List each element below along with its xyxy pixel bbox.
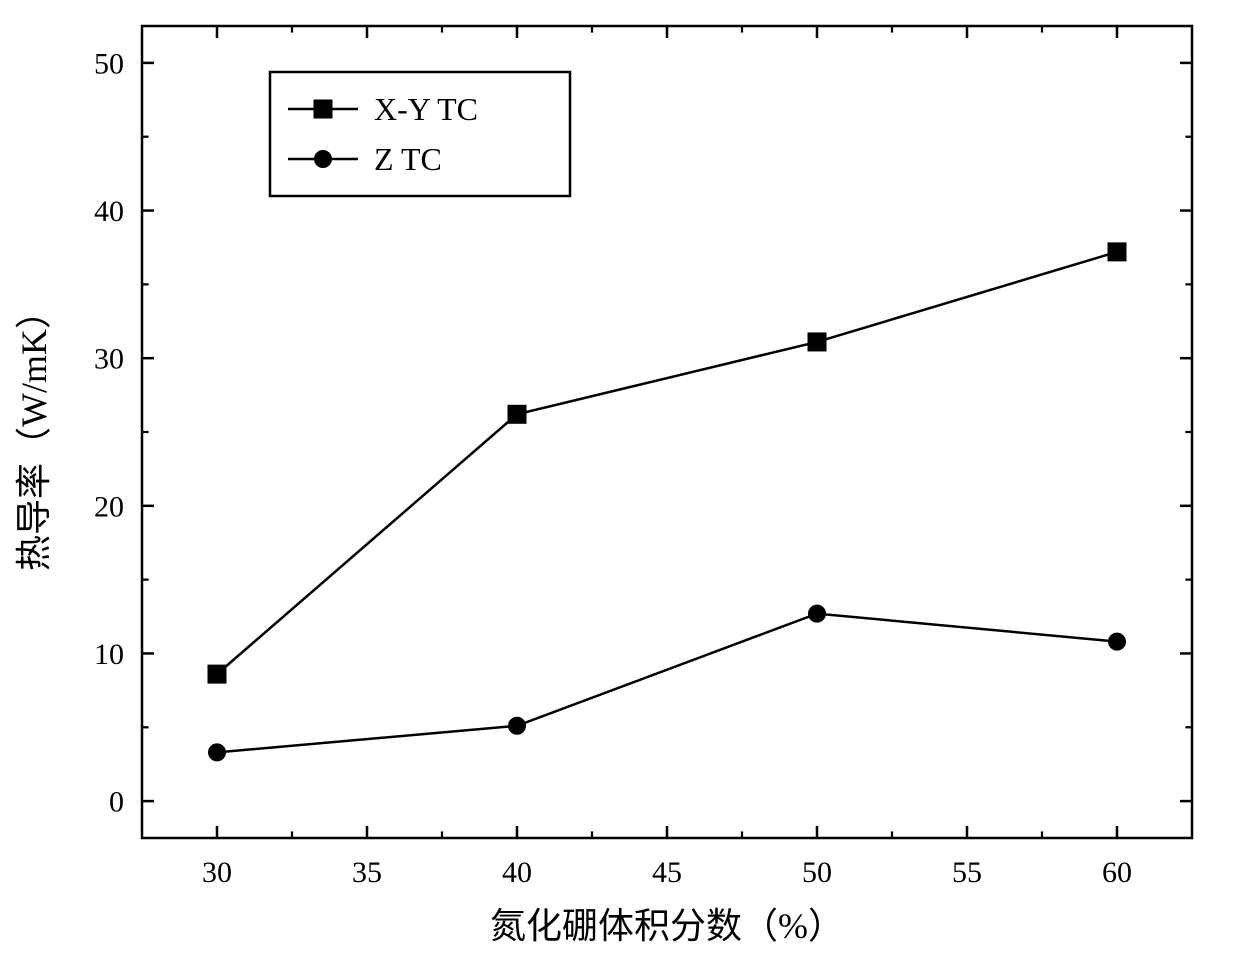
square-marker-icon bbox=[508, 405, 526, 423]
square-marker-icon bbox=[314, 100, 332, 118]
x-tick-label: 40 bbox=[502, 856, 532, 889]
x-axis-title: 氮化硼体积分数（%） bbox=[490, 906, 844, 946]
chart-container: 30 35 40 45 50 55 60 0 10 20 30 40 50 氮化硼体积分数（%） 热导率（W… bbox=[0, 0, 1240, 962]
square-marker-icon bbox=[1108, 243, 1126, 261]
y-axis-title: 热导率（W/mK） bbox=[14, 293, 54, 571]
circle-marker-icon bbox=[1109, 633, 1126, 650]
y-tick-label: 10 bbox=[94, 638, 124, 671]
circle-marker-icon bbox=[809, 605, 826, 622]
circle-marker-icon bbox=[209, 744, 226, 761]
y-tick-label: 0 bbox=[109, 786, 124, 819]
thermal-conductivity-chart: 30 35 40 45 50 55 60 0 10 20 30 40 50 氮化硼体积分数（%） 热导率（W… bbox=[0, 0, 1240, 962]
chart-background bbox=[0, 0, 1240, 962]
x-tick-label: 50 bbox=[802, 856, 832, 889]
x-tick-label: 45 bbox=[652, 856, 682, 889]
x-tick-label: 60 bbox=[1102, 856, 1132, 889]
square-marker-icon bbox=[808, 333, 826, 351]
y-tick-label: 50 bbox=[94, 47, 124, 80]
legend-label: X-Y TC bbox=[374, 91, 478, 127]
y-tick-label: 40 bbox=[94, 195, 124, 228]
x-tick-label: 30 bbox=[202, 856, 232, 889]
y-tick-label: 20 bbox=[94, 490, 124, 523]
circle-marker-icon bbox=[315, 151, 332, 168]
legend-label: Z TC bbox=[374, 141, 442, 177]
legend: X-Y TC Z TC bbox=[270, 72, 570, 196]
square-marker-icon bbox=[208, 665, 226, 683]
x-tick-label: 35 bbox=[352, 856, 382, 889]
x-tick-label: 55 bbox=[952, 856, 982, 889]
circle-marker-icon bbox=[509, 717, 526, 734]
y-tick-label: 30 bbox=[94, 343, 124, 376]
